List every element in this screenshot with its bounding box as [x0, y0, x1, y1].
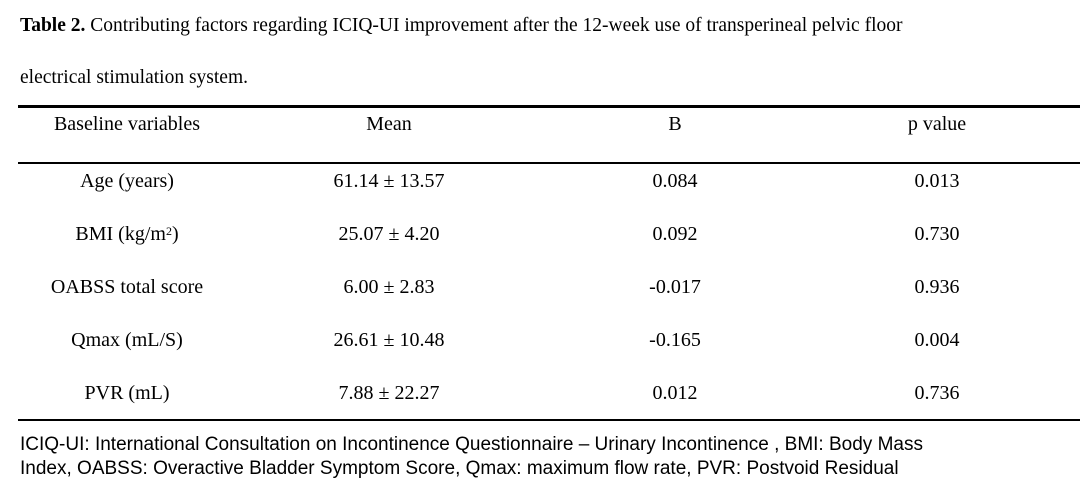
row-mean: 26.61 ± 10.48: [333, 329, 445, 351]
row-b: 0.084: [652, 170, 698, 192]
table-footnote: ICIQ-UI: International Consultation on I…: [20, 433, 1080, 481]
row-mean: 6.00 ± 2.83: [343, 276, 435, 298]
table-caption: Table 2. Contributing factors regarding …: [20, 0, 1080, 104]
row-variable: Qmax (mL/S): [71, 329, 183, 351]
row-p-value: 0.004: [914, 329, 960, 351]
header-mean: Mean: [366, 113, 412, 135]
table-top-rule: [18, 105, 1080, 108]
row-mean: 7.88 ± 22.27: [338, 382, 440, 404]
row-variable-close: ): [171, 223, 179, 245]
row-variable: BMI (kg/m2): [20, 222, 234, 246]
header-p-value: p value: [907, 113, 967, 135]
caption-line-1: Table 2. Contributing factors regarding …: [20, 0, 1080, 52]
row-b: 0.012: [652, 382, 698, 404]
row-mean: 25.07 ± 4.20: [338, 223, 440, 245]
footnote-line-1: ICIQ-UI: International Consultation on I…: [20, 434, 923, 455]
row-p-value: 0.013: [914, 170, 960, 192]
caption-line-2: electrical stimulation system.: [20, 67, 248, 88]
row-b: -0.017: [649, 276, 701, 298]
row-variable: Age (years): [80, 170, 174, 192]
table-bottom-rule: [18, 419, 1080, 421]
header-b: B: [668, 113, 682, 135]
row-variable-text: BMI (kg/m: [75, 223, 166, 245]
row-p-value: 0.730: [914, 223, 960, 245]
caption-text: Contributing factors regarding ICIQ-UI i…: [90, 15, 903, 36]
table-header-rule: [18, 162, 1080, 164]
row-p-value: 0.936: [914, 276, 960, 298]
row-mean: 61.14 ± 13.57: [333, 170, 445, 192]
row-variable: PVR (mL): [84, 382, 170, 404]
header-baseline-variables: Baseline variables: [53, 113, 201, 135]
row-b: -0.165: [649, 329, 701, 351]
row-b: 0.092: [652, 223, 698, 245]
footnote-line-2: Index, OABSS: Overactive Bladder Symptom…: [20, 458, 899, 479]
row-variable: OABSS total score: [50, 276, 204, 298]
caption-label: Table 2.: [20, 15, 86, 36]
row-variable-superscript: 2: [165, 224, 172, 238]
row-p-value: 0.736: [914, 382, 960, 404]
